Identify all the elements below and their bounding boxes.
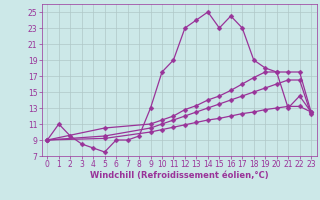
X-axis label: Windchill (Refroidissement éolien,°C): Windchill (Refroidissement éolien,°C) [90,171,268,180]
